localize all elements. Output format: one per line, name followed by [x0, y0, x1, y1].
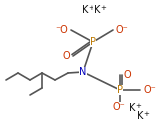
Text: +: +	[100, 5, 106, 11]
Text: +: +	[136, 103, 141, 109]
Text: K: K	[129, 103, 135, 113]
Text: K: K	[94, 5, 100, 15]
Text: O⁻: O⁻	[143, 85, 156, 95]
Text: ⁻O: ⁻O	[55, 25, 68, 35]
Text: +: +	[144, 111, 149, 117]
Text: O⁻: O⁻	[116, 25, 129, 35]
Text: K: K	[137, 111, 143, 121]
Text: +: +	[88, 5, 94, 11]
Text: O: O	[62, 51, 70, 61]
Text: O: O	[123, 70, 131, 80]
Text: O⁻: O⁻	[113, 102, 125, 112]
Text: P: P	[90, 37, 96, 47]
Text: P: P	[117, 85, 123, 95]
Text: N: N	[79, 67, 87, 77]
Text: K: K	[82, 5, 88, 15]
